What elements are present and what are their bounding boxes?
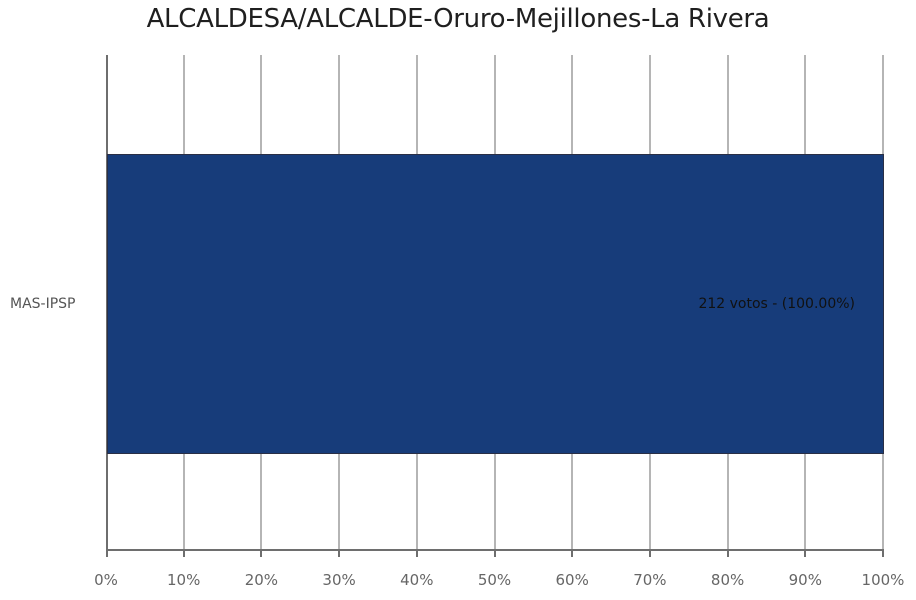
x-tick-label: 0% (94, 571, 118, 589)
x-tick (260, 549, 263, 557)
x-tick (804, 549, 807, 557)
bar-data-label: 212 votos - (100.00%) (698, 296, 855, 312)
plot-area (106, 55, 884, 557)
chart-title: ALCALDESA/ALCALDE-Oruro-Mejillones-La Ri… (146, 4, 770, 34)
x-tick-label: 90% (788, 571, 822, 589)
x-tick (726, 549, 729, 557)
x-tick-label: 70% (633, 571, 667, 589)
x-tick-label: 60% (555, 571, 589, 589)
x-tick (106, 549, 108, 557)
x-tick-label: 80% (710, 571, 745, 589)
x-tick-label: 100% (861, 571, 905, 589)
x-tick (415, 549, 418, 557)
x-tick-label: 10% (167, 571, 201, 589)
x-tick (493, 549, 496, 557)
x-tick-label: 20% (244, 571, 279, 589)
x-tick-label: 40% (400, 571, 434, 589)
x-tick-label: 50% (477, 571, 512, 589)
x-tick (338, 549, 341, 557)
x-tick-label: 30% (322, 571, 356, 589)
x-tick (882, 549, 884, 557)
x-tick (648, 549, 651, 557)
x-tick (182, 549, 185, 557)
bar-mas-ipsp[interactable] (107, 154, 884, 454)
category-label-mas-ipsp: MAS-IPSP (10, 296, 76, 312)
x-tick (571, 549, 574, 557)
